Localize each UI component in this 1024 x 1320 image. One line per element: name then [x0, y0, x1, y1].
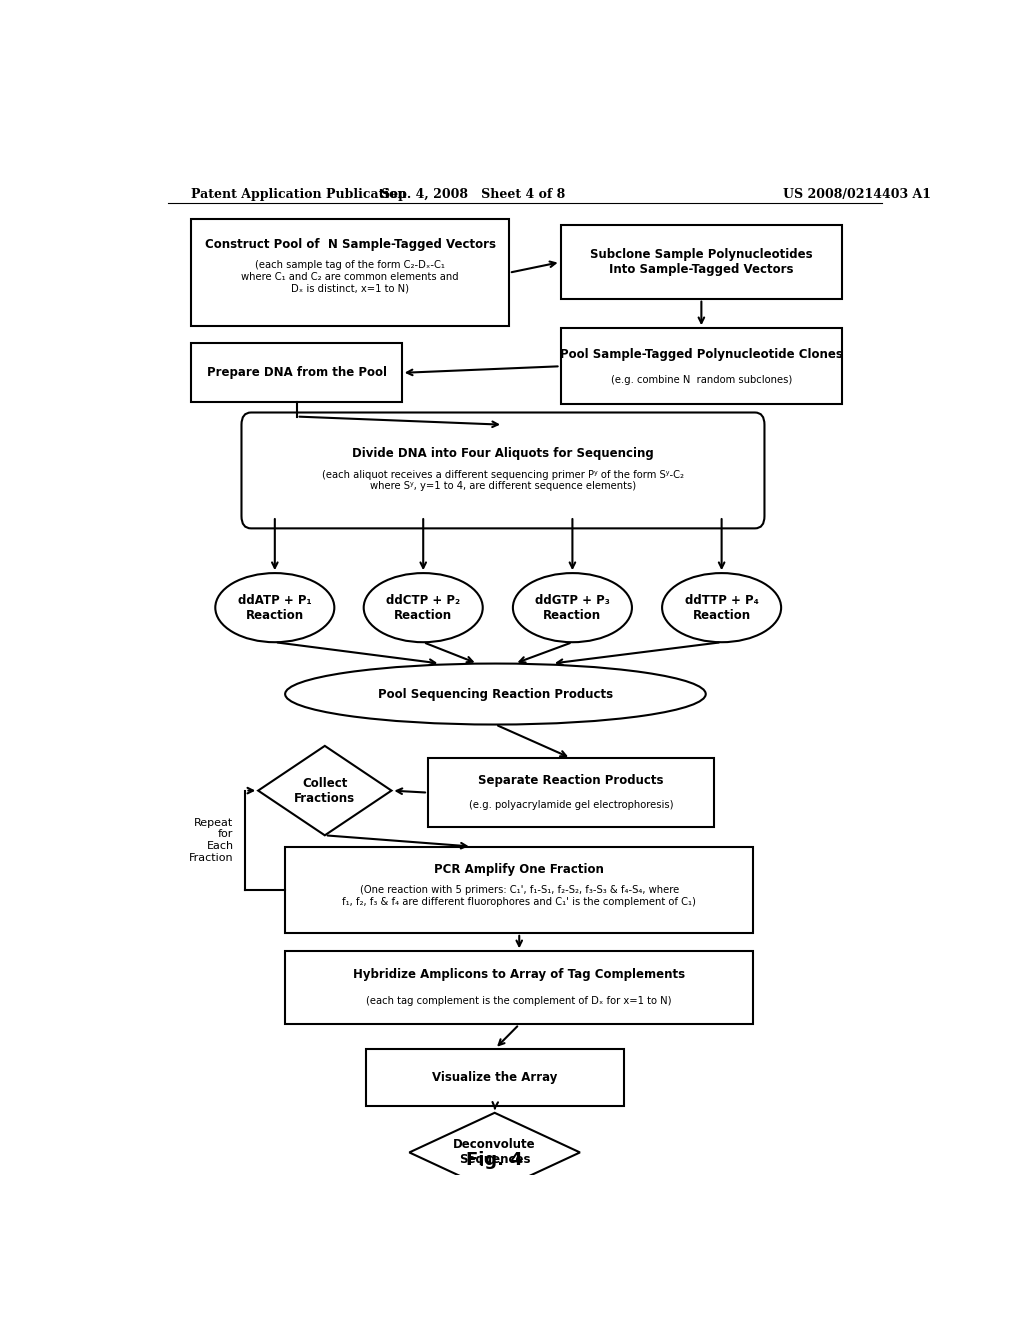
Text: (e.g. polyacrylamide gel electrophoresis): (e.g. polyacrylamide gel electrophoresis… — [469, 800, 673, 810]
FancyBboxPatch shape — [191, 343, 401, 403]
Ellipse shape — [513, 573, 632, 643]
Text: Repeat
for
Each
Fraction: Repeat for Each Fraction — [188, 818, 233, 862]
Text: ddTTP + P₄
Reaction: ddTTP + P₄ Reaction — [685, 594, 759, 622]
FancyBboxPatch shape — [560, 329, 842, 404]
Text: Visualize the Array: Visualize the Array — [432, 1071, 558, 1084]
Text: US 2008/0214403 A1: US 2008/0214403 A1 — [782, 189, 931, 202]
Text: Subclone Sample Polynucleotides
Into Sample-Tagged Vectors: Subclone Sample Polynucleotides Into Sam… — [590, 248, 813, 276]
Text: Sep. 4, 2008   Sheet 4 of 8: Sep. 4, 2008 Sheet 4 of 8 — [381, 189, 565, 202]
Text: Construct Pool of  N Sample-Tagged Vectors: Construct Pool of N Sample-Tagged Vector… — [205, 238, 496, 251]
Text: ddGTP + P₃
Reaction: ddGTP + P₃ Reaction — [535, 594, 610, 622]
Text: ddATP + P₁
Reaction: ddATP + P₁ Reaction — [238, 594, 311, 622]
Text: ddCTP + P₂
Reaction: ddCTP + P₂ Reaction — [386, 594, 460, 622]
Polygon shape — [258, 746, 391, 836]
Text: (One reaction with 5 primers: C₁', f₁-S₁, f₂-S₂, f₃-S₃ & f₄-S₄, where
f₁, f₂, f₃: (One reaction with 5 primers: C₁', f₁-S₁… — [342, 884, 696, 907]
Text: (each aliquot receives a different sequencing primer Pʸ of the form Sʸ-C₂
where : (each aliquot receives a different seque… — [322, 470, 684, 491]
Ellipse shape — [663, 573, 781, 643]
Text: Patent Application Publication: Patent Application Publication — [191, 189, 407, 202]
FancyBboxPatch shape — [285, 952, 754, 1024]
Text: Fig. 4: Fig. 4 — [466, 1151, 523, 1168]
Ellipse shape — [285, 664, 706, 725]
Text: Pool Sequencing Reaction Products: Pool Sequencing Reaction Products — [378, 688, 613, 701]
Text: Separate Reaction Products: Separate Reaction Products — [478, 774, 664, 787]
FancyBboxPatch shape — [560, 226, 842, 298]
FancyBboxPatch shape — [285, 846, 754, 933]
FancyBboxPatch shape — [242, 412, 765, 528]
FancyBboxPatch shape — [191, 219, 509, 326]
Text: (each sample tag of the form C₂-Dₓ-C₁
where C₁ and C₂ are common elements and
Dₓ: (each sample tag of the form C₂-Dₓ-C₁ wh… — [242, 260, 459, 293]
FancyBboxPatch shape — [428, 758, 714, 828]
Text: (each tag complement is the complement of Dₓ for x=1 to N): (each tag complement is the complement o… — [367, 997, 672, 1006]
Text: PCR Amplify One Fraction: PCR Amplify One Fraction — [434, 863, 604, 876]
Text: Prepare DNA from the Pool: Prepare DNA from the Pool — [207, 367, 387, 379]
FancyBboxPatch shape — [367, 1049, 624, 1106]
Text: Deconvolute
Sequences: Deconvolute Sequences — [454, 1138, 536, 1167]
Text: Hybridize Amplicons to Array of Tag Complements: Hybridize Amplicons to Array of Tag Comp… — [353, 968, 685, 981]
Text: (e.g. combine N  random subclones): (e.g. combine N random subclones) — [610, 375, 792, 385]
Text: Collect
Fractions: Collect Fractions — [294, 776, 355, 805]
Ellipse shape — [215, 573, 334, 643]
Polygon shape — [410, 1113, 580, 1192]
Ellipse shape — [364, 573, 482, 643]
Text: Pool Sample-Tagged Polynucleotide Clones: Pool Sample-Tagged Polynucleotide Clones — [560, 347, 843, 360]
Text: Divide DNA into Four Aliquots for Sequencing: Divide DNA into Four Aliquots for Sequen… — [352, 446, 654, 459]
